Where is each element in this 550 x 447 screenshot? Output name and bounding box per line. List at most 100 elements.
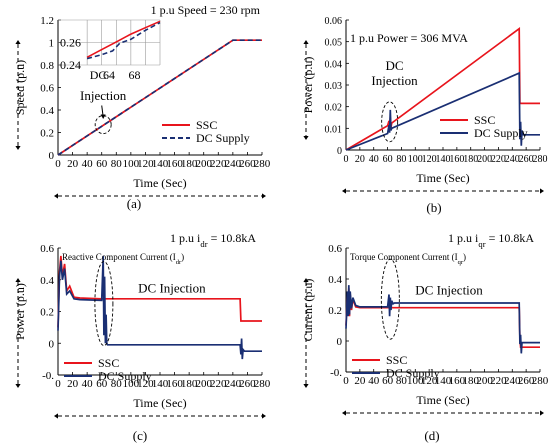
panel-d-extras: DC Injection xyxy=(303,258,483,388)
x-tick-label: 220 xyxy=(210,378,227,390)
y-tick-label: 0.4 xyxy=(40,275,54,287)
x-tick-label: 0 xyxy=(55,158,61,170)
x-tick-label: 40 xyxy=(368,375,380,387)
y-tick-label: 0.6 xyxy=(40,83,54,95)
panel-c-extras: DC Injection xyxy=(15,261,206,388)
time-arrow-head-right xyxy=(540,410,544,416)
x-tick-label: 120 xyxy=(422,154,437,165)
legend-label: DC Supply xyxy=(98,369,152,383)
x-tick-label: 220 xyxy=(490,375,507,387)
legend-label: SSC xyxy=(196,118,217,132)
x-tick-label: 140 xyxy=(152,158,169,170)
y-arrow-d-head-top xyxy=(303,278,309,282)
time-arrow-head-left xyxy=(342,188,346,194)
y-tick-label: 0.4 xyxy=(40,105,54,117)
x-tick-label: 220 xyxy=(210,158,227,170)
x-tick-label: 80 xyxy=(396,154,406,165)
y-axis-title: Speed (p.u) xyxy=(13,60,27,115)
x-tick-label: 140 xyxy=(152,378,169,390)
x-tick-label: 200 xyxy=(477,154,492,165)
x-tick-label: 40 xyxy=(82,158,94,170)
x-tick-label: 100 xyxy=(123,378,140,390)
series-line-dc xyxy=(345,71,540,151)
y-arrow-b-head-bottom xyxy=(303,136,309,140)
y-arrow-a-head-top xyxy=(15,40,21,44)
chart-header: 1 p.u Speed = 230 rpm xyxy=(151,3,261,17)
y-tick-label: 0.6 xyxy=(40,243,54,255)
x-axis-title: Time (Sec) xyxy=(133,396,186,410)
dc-injection-ellipse xyxy=(381,101,399,143)
x-tick-label: 240 xyxy=(225,378,242,390)
x-tick-label: 260 xyxy=(518,375,535,387)
x-tick-label: 80 xyxy=(111,158,123,170)
inset-series-ssc xyxy=(86,20,161,59)
x-tick-label: 180 xyxy=(181,158,198,170)
inset-ytick-label: 0.26 xyxy=(60,36,81,50)
y-tick-label: 0.2 xyxy=(40,128,54,140)
inset-dc-label: DC xyxy=(90,68,107,82)
y-tick-label: 0 xyxy=(337,146,342,157)
x-tick-label: 80 xyxy=(396,375,408,387)
x-tick-label: 120 xyxy=(137,158,154,170)
y-tick-label: 1.2 xyxy=(40,15,54,27)
x-tick-label: 280 xyxy=(532,375,549,387)
x-tick-label: 160 xyxy=(449,154,464,165)
panel-label: (d) xyxy=(424,428,439,443)
y-tick-label: 0.2 xyxy=(328,305,342,317)
y-tick-label: 0 xyxy=(337,336,343,348)
panel-label: (c) xyxy=(133,428,147,443)
y-tick-label: -0. xyxy=(330,367,342,379)
x-tick-label: 180 xyxy=(181,378,198,390)
dc-injection-ellipse xyxy=(380,258,400,340)
legend-label: SSC xyxy=(98,356,119,370)
y-tick-label: 0.03 xyxy=(325,81,343,92)
panel-label: (a) xyxy=(127,196,141,211)
x-tick-label: 240 xyxy=(504,375,521,387)
x-tick-label: 280 xyxy=(254,378,271,390)
x-tick-label: 60 xyxy=(382,375,394,387)
dc-injection-label-2: Injection xyxy=(371,73,418,88)
chart-header: 1 p.u iqr = 10.8kA xyxy=(448,231,534,249)
time-arrow-head-right xyxy=(262,193,266,199)
x-axis-title: Time (Sec) xyxy=(416,393,469,407)
y-arrow-d-head-bottom xyxy=(303,384,309,388)
x-tick-label: 160 xyxy=(166,158,183,170)
x-tick-label: 20 xyxy=(355,154,365,165)
x-tick-label: 220 xyxy=(491,154,506,165)
x-axis-title: Time (Sec) xyxy=(133,176,186,190)
y-tick-label: 0 xyxy=(49,150,55,162)
x-tick-label: 40 xyxy=(82,378,94,390)
y-tick-label: 0.06 xyxy=(325,16,343,27)
dc-injection-ellipse xyxy=(94,261,114,347)
series-line-dc xyxy=(345,285,540,354)
series-line-dc xyxy=(57,255,262,360)
x-tick-label: 100 xyxy=(407,375,424,387)
x-tick-label: 60 xyxy=(383,154,393,165)
inset-xtick-label: 64 xyxy=(103,68,115,82)
x-tick-label: 20 xyxy=(67,158,79,170)
chart-header: 1 p.u idr = 10.8kA xyxy=(170,231,256,249)
y-arrow-a-head-bottom xyxy=(15,146,21,150)
x-tick-label: 200 xyxy=(195,158,212,170)
panel-a-extras: 0.26 0.24 64 68 DC Injection xyxy=(15,19,161,150)
x-tick-label: 160 xyxy=(166,378,183,390)
legend-label: DC Supply xyxy=(474,126,528,140)
y-tick-label: 0.05 xyxy=(325,38,343,49)
x-axis-title: Time (Sec) xyxy=(416,171,469,185)
y-arrow-c-head-top xyxy=(15,278,21,282)
x-tick-label: 100 xyxy=(123,158,140,170)
x-tick-label: 0 xyxy=(343,375,349,387)
x-tick-label: 0 xyxy=(344,154,349,165)
x-tick-label: 180 xyxy=(462,375,479,387)
x-tick-label: 140 xyxy=(436,154,451,165)
y-axis-title: Power (p.u) xyxy=(13,283,27,340)
x-tick-label: 200 xyxy=(476,375,493,387)
y-tick-label: 0.01 xyxy=(325,124,343,135)
y-tick-label: 0.04 xyxy=(325,59,343,70)
